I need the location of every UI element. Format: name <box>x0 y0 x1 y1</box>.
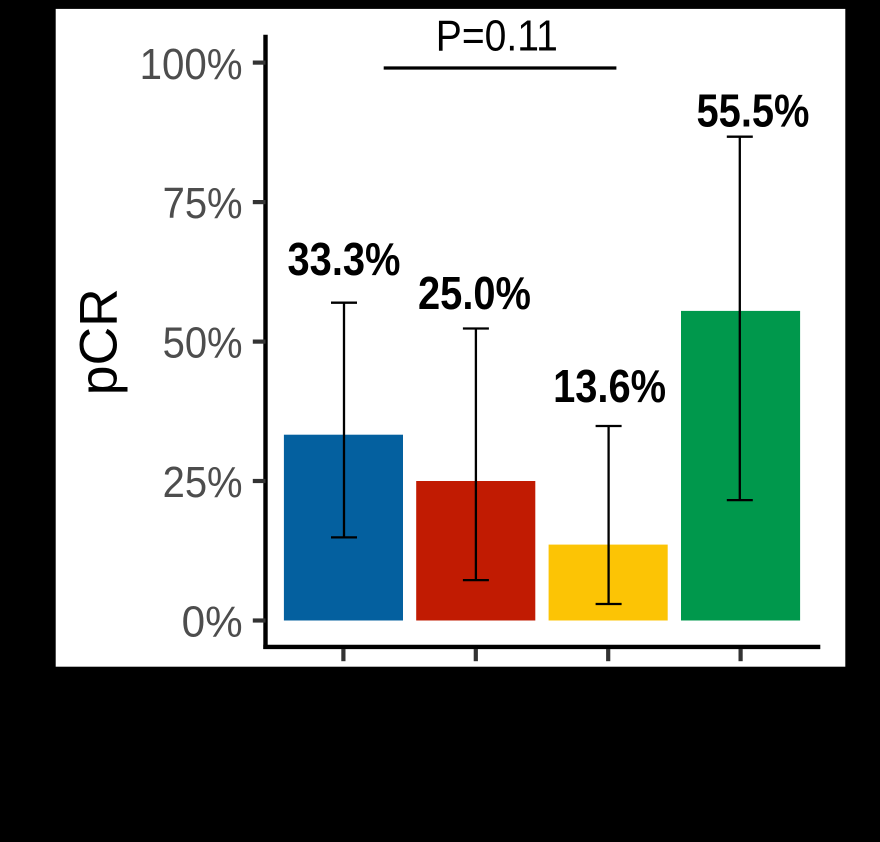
svg-text:0%: 0% <box>182 598 243 647</box>
svg-text:pCR: pCR <box>69 288 128 395</box>
svg-text:25%: 25% <box>163 458 243 507</box>
svg-text:25.0%: 25.0% <box>418 267 531 319</box>
svg-text:13.6%: 13.6% <box>553 360 666 412</box>
svg-text:P=0.11: P=0.11 <box>436 12 558 61</box>
svg-text:33.3%: 33.3% <box>288 233 401 285</box>
svg-text:100%: 100% <box>140 40 243 89</box>
svg-text:55.5%: 55.5% <box>697 84 810 136</box>
svg-text:50%: 50% <box>163 319 243 368</box>
svg-text:75%: 75% <box>163 179 243 228</box>
